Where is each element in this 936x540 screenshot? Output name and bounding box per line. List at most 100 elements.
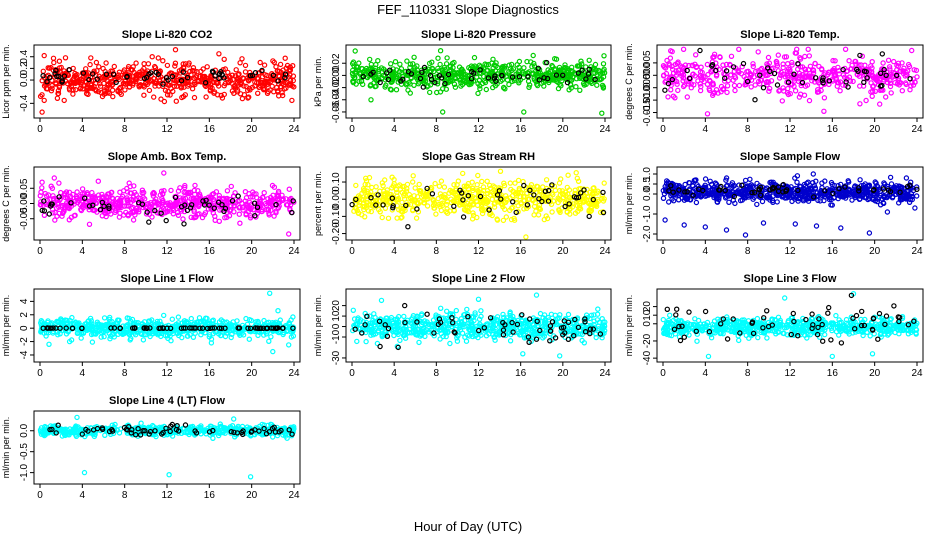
data-point <box>125 211 131 218</box>
data-point <box>888 90 894 96</box>
data-point <box>95 178 102 184</box>
data-point <box>462 71 469 78</box>
data-point <box>704 111 711 117</box>
data-point <box>765 54 772 61</box>
data-point <box>56 58 63 64</box>
data-point <box>484 178 490 184</box>
data-point <box>56 65 63 71</box>
data-point <box>382 84 388 90</box>
data-point <box>885 57 892 64</box>
data-point <box>785 74 791 80</box>
data-point <box>160 81 166 87</box>
data-point <box>534 81 540 87</box>
data-point <box>61 73 68 79</box>
data-point <box>207 88 213 94</box>
data-point <box>160 312 167 319</box>
data-point <box>236 211 242 217</box>
data-point <box>557 187 563 194</box>
x-tick-label: 12 <box>161 246 173 257</box>
data-point <box>278 84 284 90</box>
data-point <box>912 205 918 211</box>
data-point <box>501 84 507 91</box>
data-point <box>433 211 439 217</box>
data-point <box>237 91 244 97</box>
data-point <box>508 216 515 223</box>
data-point <box>759 198 766 205</box>
data-point <box>543 213 549 219</box>
data-point <box>706 77 713 84</box>
data-point <box>669 76 676 83</box>
data-point <box>731 82 738 89</box>
data-point <box>246 190 252 197</box>
data-point <box>97 206 104 213</box>
data-point <box>144 209 150 215</box>
data-point <box>533 189 540 195</box>
data-point <box>419 69 425 76</box>
data-point <box>590 185 596 192</box>
data-point <box>465 192 471 199</box>
data-point <box>78 207 85 214</box>
data-point <box>693 199 700 206</box>
data-point <box>417 75 424 82</box>
x-tick-label: 4 <box>391 246 397 257</box>
data-point <box>529 63 535 70</box>
data-point <box>420 84 426 90</box>
data-point <box>126 84 133 90</box>
data-point <box>877 101 883 107</box>
data-point <box>515 177 522 184</box>
data-point <box>544 75 551 82</box>
data-point <box>879 51 886 57</box>
data-point <box>160 191 166 197</box>
data-point <box>896 82 903 88</box>
x-tick-label: 0 <box>37 246 43 257</box>
data-point <box>789 62 795 68</box>
data-point <box>880 60 886 66</box>
data-point <box>455 178 461 184</box>
data-point <box>510 199 516 205</box>
data-point <box>795 61 801 67</box>
data-point <box>465 208 472 215</box>
data-point <box>280 196 286 202</box>
data-point <box>405 223 411 230</box>
data-point <box>175 212 182 218</box>
data-point <box>181 221 187 227</box>
data-point <box>597 209 604 216</box>
data-point <box>473 198 479 204</box>
data-point <box>187 205 194 211</box>
data-point <box>869 93 875 100</box>
data-point <box>353 70 359 76</box>
data-point <box>141 61 147 67</box>
data-point <box>182 92 188 98</box>
data-point <box>709 63 715 69</box>
data-point <box>124 197 130 203</box>
data-point <box>564 209 570 215</box>
data-point <box>470 210 476 216</box>
x-tick-label: 20 <box>246 368 258 379</box>
data-point <box>102 88 108 95</box>
data-point <box>266 338 272 344</box>
data-point <box>242 69 249 75</box>
data-point <box>38 201 44 208</box>
data-point <box>360 197 366 203</box>
data-point <box>590 196 597 203</box>
data-point <box>181 202 188 208</box>
data-point <box>687 75 693 82</box>
data-point <box>755 49 761 55</box>
data-point <box>448 196 454 202</box>
data-point <box>905 68 911 74</box>
data-point <box>38 199 44 205</box>
data-point <box>379 214 385 221</box>
scatter-points <box>350 292 608 359</box>
data-point <box>525 73 531 80</box>
data-point <box>892 79 898 86</box>
data-point <box>810 70 817 76</box>
data-point <box>821 108 827 115</box>
data-point <box>254 76 261 82</box>
y-tick-label: 0.000 <box>642 62 653 87</box>
x-tick-label: 16 <box>204 124 216 135</box>
data-point <box>859 53 866 59</box>
data-point <box>40 68 47 75</box>
data-point <box>710 82 716 88</box>
data-point <box>594 82 600 88</box>
